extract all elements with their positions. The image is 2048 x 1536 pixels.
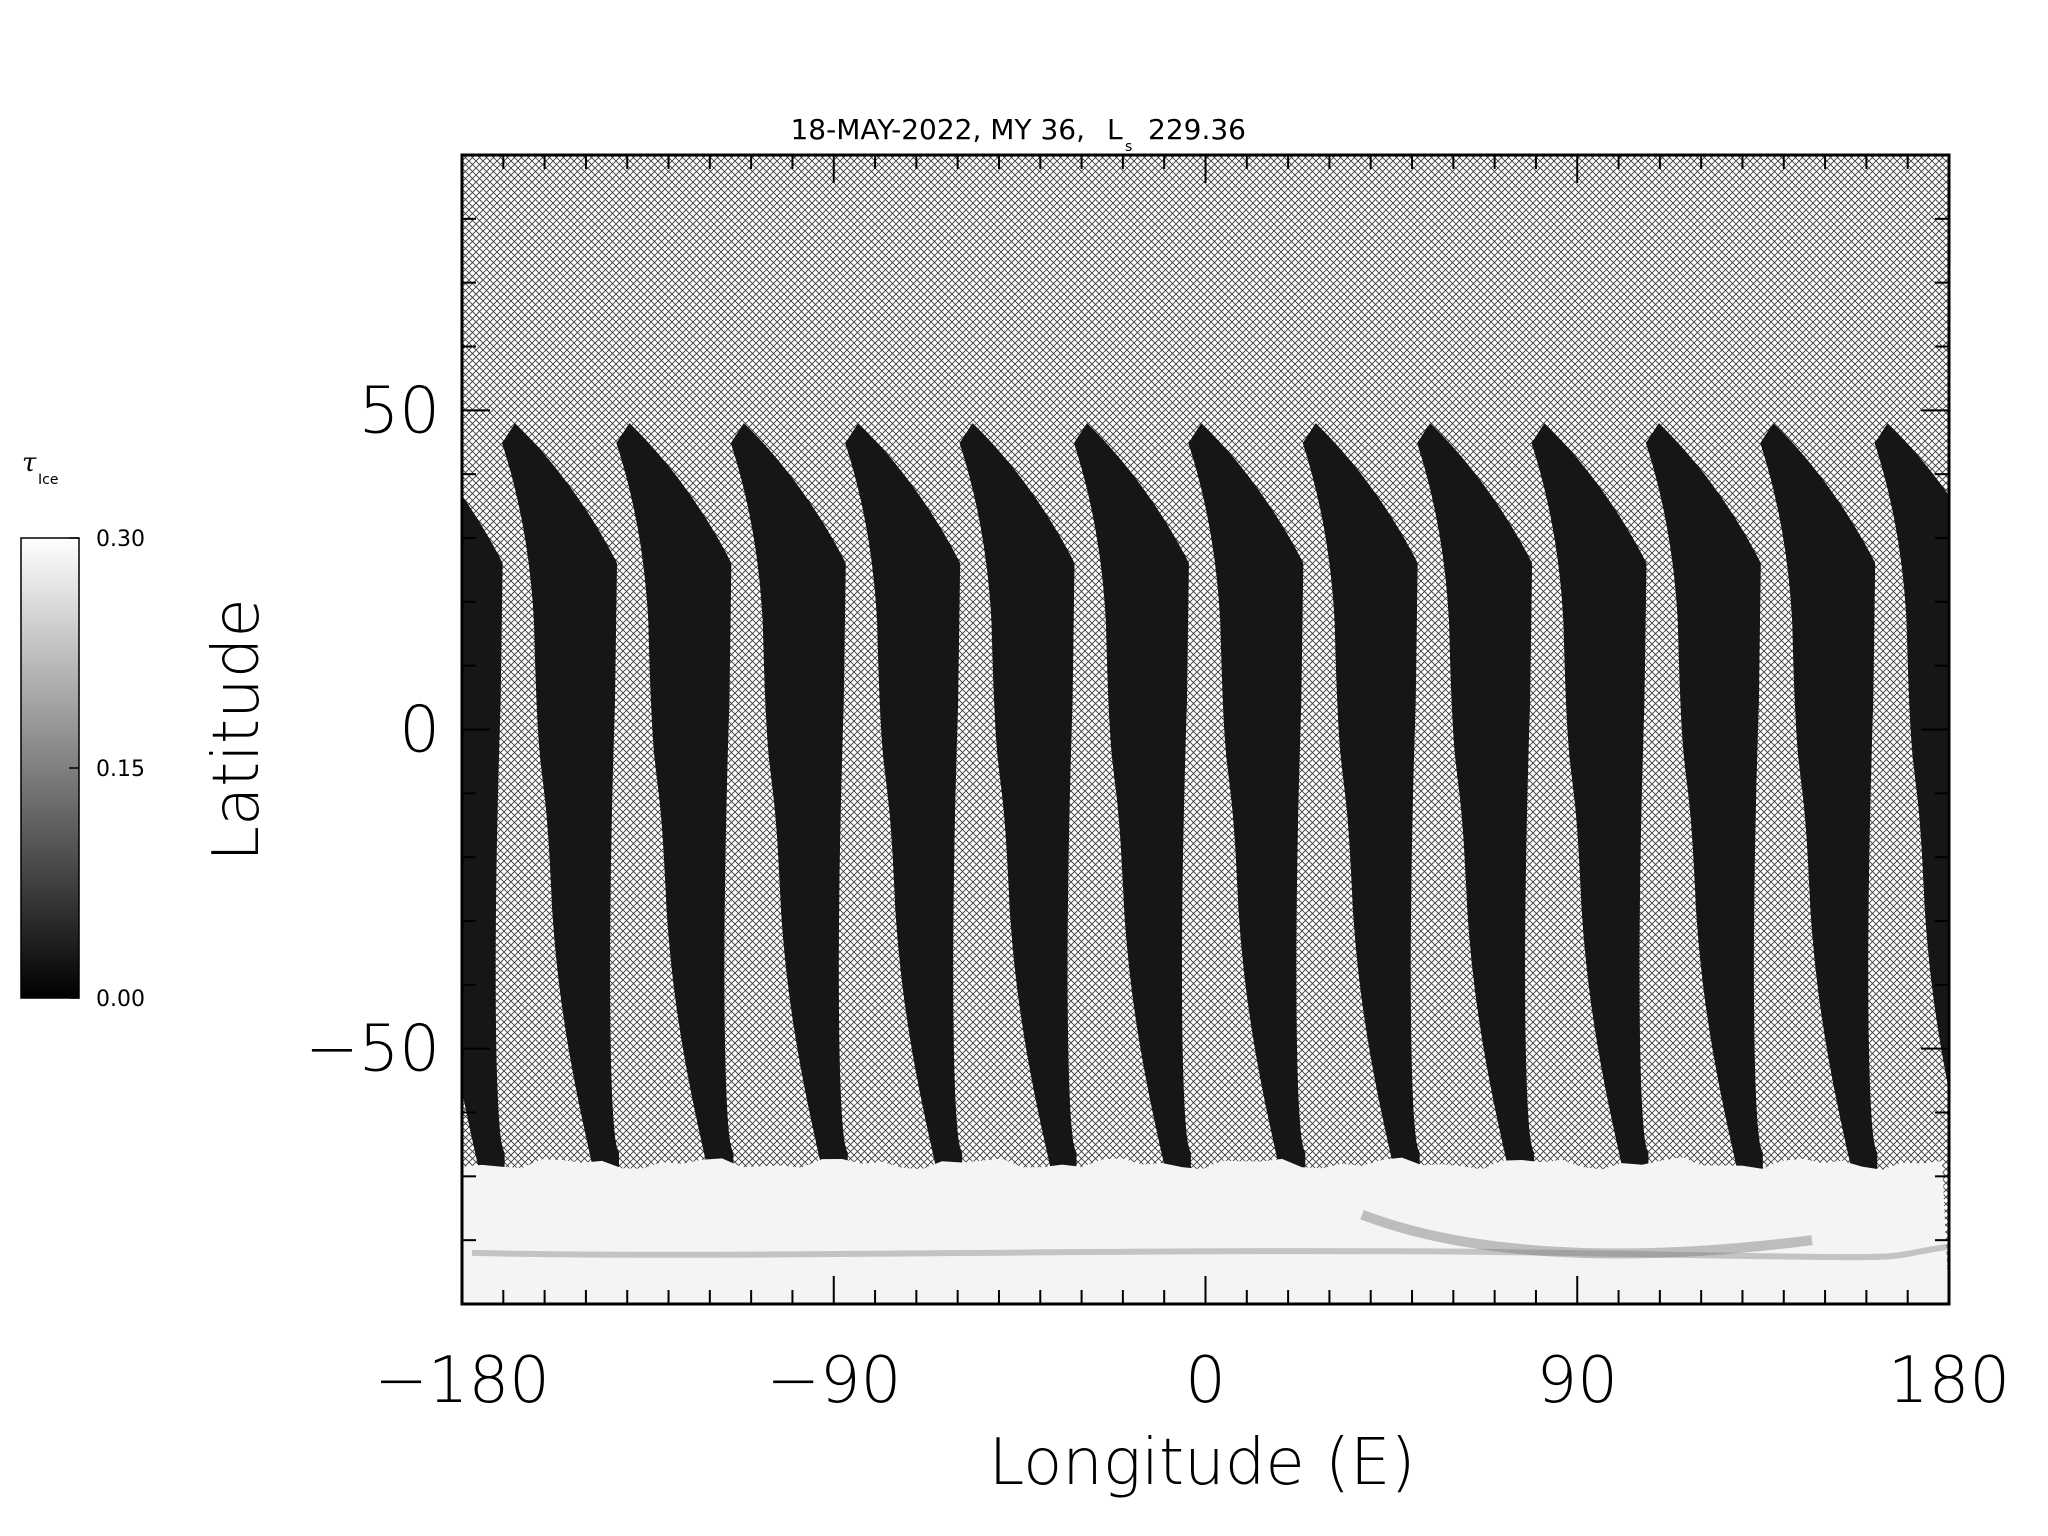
colorbar-tick-label: 0.15 bbox=[96, 757, 145, 782]
chart-title: 18-MAY-2022, MY 36, bbox=[790, 113, 1085, 146]
colorbar-title-symbol: τ bbox=[22, 448, 37, 478]
orbit-swath bbox=[1417, 423, 1535, 1178]
x-tick-label: 90 bbox=[1537, 1344, 1618, 1418]
chart-title-ls-value: 229.36 bbox=[1148, 113, 1246, 146]
cap-texture-streak bbox=[471, 1243, 1949, 1261]
x-tick-label: −180 bbox=[374, 1344, 550, 1418]
x-axis-label: Longitude (E) bbox=[989, 1426, 1416, 1500]
y-tick-label: 50 bbox=[359, 374, 440, 448]
x-tick-label: 180 bbox=[1888, 1344, 2010, 1418]
orbit-swath bbox=[1760, 423, 1878, 1178]
colorbar-ticks: 0.00 0.15 0.30 bbox=[69, 527, 145, 1012]
x-tick-label: −90 bbox=[766, 1344, 901, 1418]
colorbar-title-subscript: Ice bbox=[38, 472, 58, 488]
chart-title-ls-subscript: s bbox=[1125, 139, 1132, 155]
orbit-swath bbox=[502, 423, 619, 1178]
plot-area bbox=[462, 155, 2048, 1304]
south-polar-cap bbox=[462, 1157, 1949, 1304]
orbit-swath bbox=[1073, 423, 1191, 1178]
x-tick-label: 0 bbox=[1185, 1344, 1226, 1418]
orbit-swath bbox=[1531, 423, 1649, 1178]
polar-cap-texture bbox=[471, 1209, 1949, 1261]
orbit-swath bbox=[1645, 423, 1763, 1178]
cap-texture-streak bbox=[1360, 1209, 1813, 1259]
chart-title-ls-symbol: L bbox=[1107, 113, 1123, 146]
orbit-swath bbox=[1989, 423, 2048, 1177]
y-tick-label: 0 bbox=[399, 694, 440, 768]
colorbar-tick-label: 0.30 bbox=[96, 527, 145, 552]
colorbar-tick-label: 0.00 bbox=[96, 987, 145, 1012]
y-tick-labels: −50 0 50 bbox=[305, 374, 440, 1086]
orbit-swath bbox=[845, 423, 963, 1178]
orbit-swath bbox=[959, 423, 1077, 1178]
y-tick-label: −50 bbox=[305, 1013, 440, 1087]
colorbar: τ Ice 0.00 0.15 0.30 bbox=[20, 448, 145, 1012]
orbit-swath bbox=[1302, 423, 1420, 1178]
orbit-swaths bbox=[462, 423, 2048, 1178]
orbit-swath bbox=[730, 423, 848, 1178]
orbit-swath bbox=[1188, 423, 1306, 1178]
x-tick-labels: −180 −90 0 90 180 bbox=[374, 1344, 2010, 1418]
orbit-swath bbox=[1874, 423, 1949, 1091]
y-axis-label: Latitude bbox=[200, 598, 274, 861]
orbit-swath bbox=[616, 423, 734, 1178]
axis-ticks bbox=[461, 154, 1950, 1305]
